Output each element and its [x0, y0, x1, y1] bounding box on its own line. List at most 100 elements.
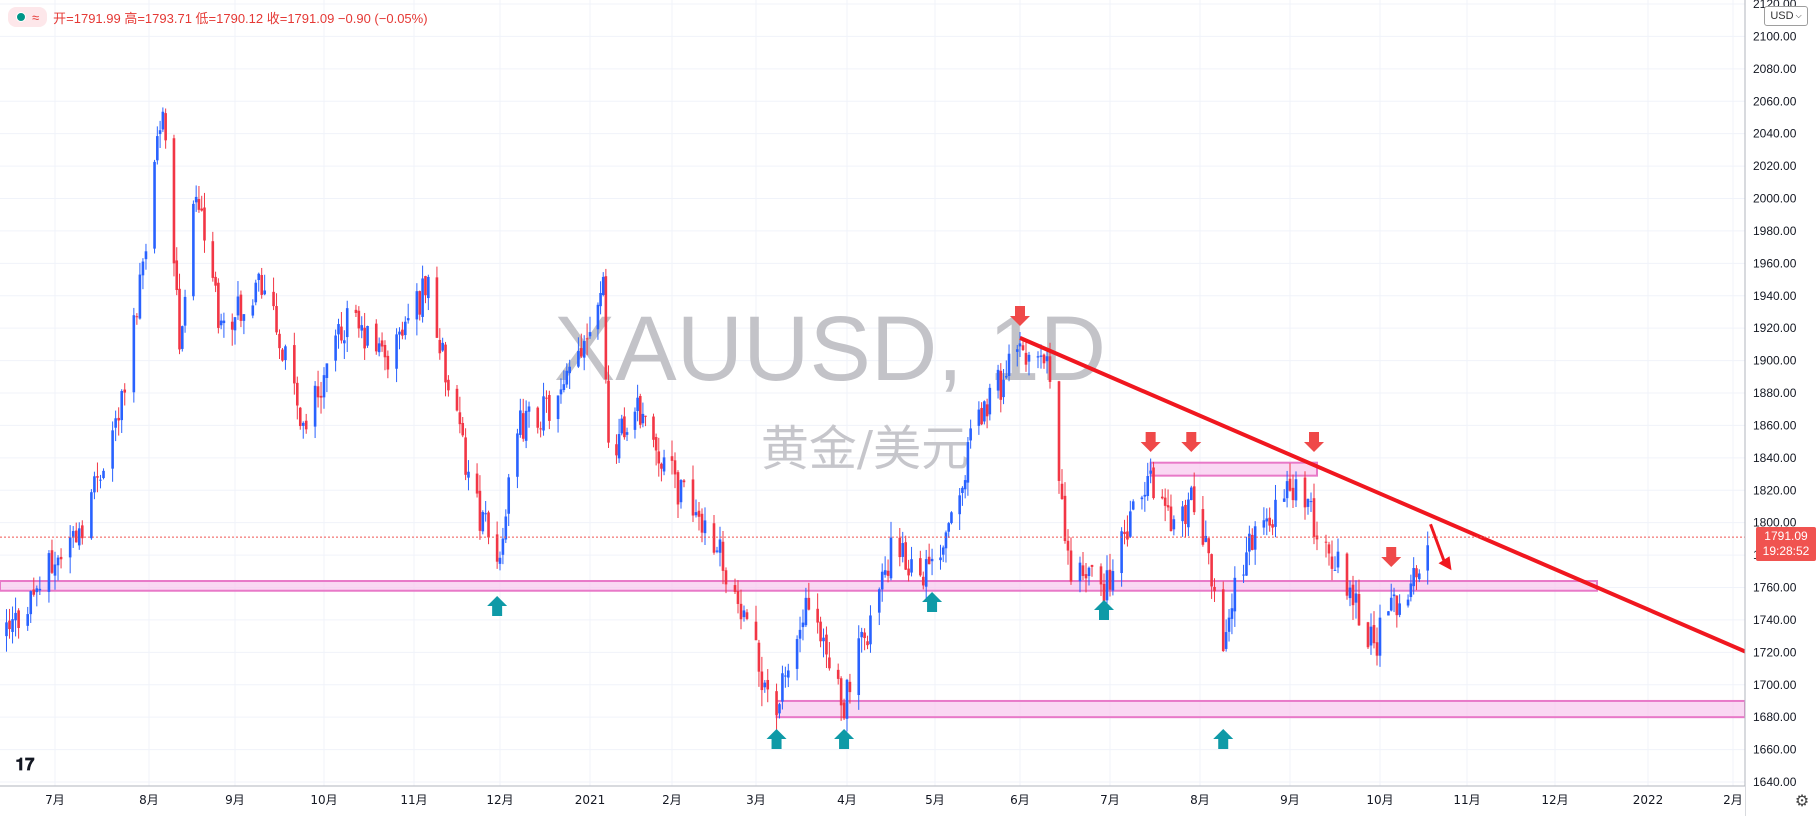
- candle-body: [958, 495, 961, 515]
- candle-body: [438, 339, 442, 354]
- candle-body: [866, 641, 869, 646]
- candle-body: [969, 428, 972, 441]
- resistance-arrow-icon: [1181, 432, 1202, 452]
- sr-zone: [1149, 461, 1318, 477]
- candle-body: [281, 349, 284, 361]
- candle-body: [519, 410, 522, 435]
- candle-body: [484, 513, 487, 515]
- time-tick-label: 9月: [1280, 793, 1300, 807]
- candle-body: [1204, 535, 1208, 542]
- currency-button[interactable]: USD ⌵: [1764, 6, 1808, 26]
- price-tick-label: 1720.00: [1753, 645, 1797, 659]
- resistance-arrow-icon: [1140, 432, 1161, 452]
- candle-body: [599, 292, 602, 307]
- candle-body: [919, 558, 922, 576]
- candle-body: [96, 476, 99, 478]
- candle-body: [924, 559, 928, 587]
- candle-body: [1084, 574, 1088, 579]
- candle-body: [1057, 381, 1061, 481]
- visibility-dot-icon[interactable]: [16, 12, 26, 22]
- candle-body: [857, 638, 861, 696]
- candle-body: [542, 396, 545, 431]
- candle-body: [588, 332, 592, 337]
- candle-body: [615, 444, 618, 456]
- candle-body: [679, 480, 683, 503]
- candle-body: [141, 261, 145, 276]
- candle-body: [1227, 617, 1231, 632]
- candle-body: [1230, 608, 1234, 619]
- candle-body: [50, 550, 54, 573]
- candle-body: [977, 409, 981, 426]
- candle-body: [1306, 498, 1310, 507]
- candle-body: [1415, 568, 1418, 578]
- candle-body: [156, 136, 159, 161]
- candle-body: [1060, 483, 1064, 500]
- candle-body: [601, 276, 605, 296]
- bar-countdown: 19:28:52: [1762, 544, 1810, 558]
- candle-body: [501, 538, 505, 555]
- candle-body: [1265, 518, 1269, 522]
- candle-body: [1111, 571, 1115, 591]
- candle-body: [604, 276, 608, 380]
- candle-body: [357, 310, 361, 329]
- candle-body: [1409, 583, 1413, 598]
- candle-body: [1312, 498, 1316, 537]
- candle-body: [521, 413, 525, 439]
- candle-body: [724, 570, 728, 585]
- gear-icon[interactable]: ⚙: [1794, 793, 1810, 810]
- candle-body: [636, 397, 639, 412]
- time-tick-label: 6月: [1010, 793, 1030, 807]
- candle-body: [703, 520, 707, 534]
- candle-body: [401, 329, 404, 336]
- sr-zone: [0, 580, 1598, 592]
- candle-body: [839, 678, 843, 706]
- candle-body: [203, 207, 206, 241]
- candle-body: [38, 588, 42, 591]
- candle-body: [1018, 343, 1022, 347]
- time-axis-bg: [0, 786, 1745, 816]
- candle-body: [807, 597, 811, 610]
- candle-body: [1105, 570, 1109, 601]
- candle-body: [742, 610, 746, 618]
- candle-body: [1245, 552, 1248, 576]
- series-toggle[interactable]: ≈: [8, 7, 48, 27]
- candle-body: [877, 589, 881, 613]
- candle-body: [102, 470, 105, 479]
- support-arrow-icon: [766, 729, 787, 749]
- candle-body: [1015, 349, 1019, 352]
- candle-body: [539, 428, 542, 430]
- candle-body: [447, 379, 450, 391]
- price-tick-label: 1960.00: [1753, 256, 1797, 270]
- candle-body: [886, 570, 890, 576]
- candle-body: [217, 282, 220, 328]
- candle-body: [26, 614, 30, 626]
- candle-body: [963, 480, 967, 490]
- candle-body: [1345, 553, 1349, 596]
- wave-icon[interactable]: ≈: [32, 9, 40, 25]
- candle-body: [524, 410, 528, 441]
- candle-body: [272, 291, 275, 307]
- candle-body: [1303, 477, 1307, 508]
- current-price-label: 1791.09 19:28:52: [1756, 527, 1816, 561]
- candle-body: [1063, 495, 1067, 541]
- candle-body: [461, 422, 465, 436]
- candle-body: [1099, 566, 1103, 585]
- candle-body: [120, 391, 124, 421]
- candle-body: [366, 325, 369, 346]
- candle-body: [458, 412, 462, 425]
- candle-body: [304, 420, 308, 430]
- candle-body: [1149, 470, 1152, 474]
- candle-body: [35, 588, 39, 593]
- candle-body: [325, 363, 329, 378]
- candle-body: [652, 416, 655, 440]
- candle-body: [1324, 541, 1328, 543]
- currency-label: USD: [1770, 10, 1794, 22]
- tradingview-logo-icon[interactable]: 𝟏𝟕: [10, 754, 40, 776]
- candle-body: [1375, 642, 1379, 656]
- candle-body: [582, 341, 586, 358]
- price-tick-label: 1660.00: [1753, 743, 1797, 757]
- candle-body: [1333, 569, 1337, 571]
- candle-body: [1152, 467, 1155, 499]
